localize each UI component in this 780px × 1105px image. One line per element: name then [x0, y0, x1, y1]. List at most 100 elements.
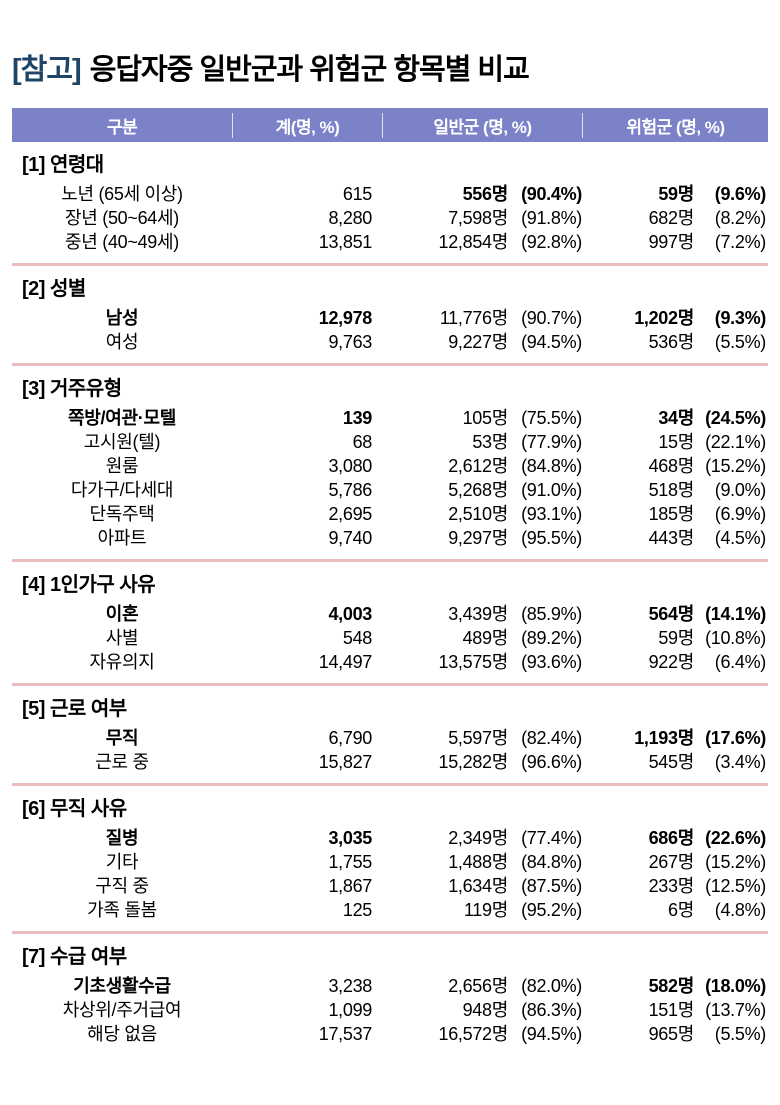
- risk-cell: 6명 (4.8%): [582, 898, 768, 922]
- header-cell-total: 계(명, %): [232, 112, 382, 138]
- risk-percent: (6.4%): [714, 652, 767, 672]
- row-label: 사별: [105, 628, 139, 648]
- risk-percent: (9.6%): [714, 184, 767, 204]
- general-percent: (93.6%): [521, 652, 582, 672]
- general-count: 11,776명: [439, 308, 508, 328]
- general-percent: (95.5%): [521, 528, 582, 548]
- total-cell: 2,695: [328, 504, 372, 524]
- table-row: 구직 중 1,867 1,634명 (87.5%) 233명 (12.5%): [12, 874, 768, 898]
- row-label: 쪽방/여관·모텔: [68, 408, 176, 428]
- general-count: 2,612명: [448, 456, 508, 476]
- general-percent: (95.2%): [521, 900, 582, 920]
- general-cell: 105명 (75.5%): [382, 406, 583, 430]
- risk-count: 545명: [648, 752, 695, 772]
- risk-cell: 582명 (18.0%): [582, 974, 768, 998]
- general-cell: 13,575명 (93.6%): [382, 650, 582, 674]
- total-cell: 5,786: [328, 480, 372, 500]
- risk-percent: (22.6%): [705, 828, 766, 848]
- general-percent: (77.4%): [521, 828, 582, 848]
- general-percent: (82.4%): [521, 728, 582, 748]
- risk-count: 922명: [648, 652, 695, 672]
- general-percent: (82.0%): [521, 976, 582, 996]
- total-cell: 12,978: [318, 308, 373, 328]
- table-row: 아파트 9,740 9,297명 (95.5%) 443명 (4.5%): [12, 526, 768, 550]
- risk-count: 59명: [658, 184, 694, 204]
- general-cell: 2,510명 (93.1%): [382, 502, 582, 526]
- risk-cell: 443명 (4.5%): [582, 526, 768, 550]
- general-count: 556명: [462, 184, 509, 204]
- general-count: 12,854명: [438, 232, 508, 252]
- table-row: 쪽방/여관·모텔 139 105명 (75.5%) 34명 (24.5%): [12, 406, 768, 430]
- risk-count: 34명: [658, 408, 694, 428]
- risk-cell: 1,193명 (17.6%): [582, 726, 768, 750]
- general-percent: (87.5%): [521, 876, 582, 896]
- total-cell: 17,537: [318, 1024, 373, 1044]
- general-percent: (84.8%): [521, 852, 582, 872]
- risk-percent: (10.8%): [705, 628, 766, 648]
- table-row: 고시원(텔) 68 53명 (77.9%) 15명 (22.1%): [12, 430, 768, 454]
- general-count: 5,268명: [448, 480, 508, 500]
- table-row: 이혼 4,003 3,439명 (85.9%) 564명 (14.1%): [12, 602, 768, 626]
- risk-percent: (7.2%): [714, 232, 767, 252]
- row-label: 근로 중: [95, 752, 149, 772]
- general-percent: (77.9%): [521, 432, 582, 452]
- row-label: 기초생활수급: [73, 976, 171, 996]
- general-percent: (91.8%): [521, 208, 582, 228]
- risk-percent: (4.8%): [714, 900, 767, 920]
- risk-percent: (4.5%): [714, 528, 767, 548]
- section-heading: [2] 성별: [22, 278, 86, 300]
- general-cell: 53명 (77.9%): [382, 430, 582, 454]
- risk-count: 151명: [648, 1000, 695, 1020]
- table-row: 다가구/다세대 5,786 5,268명 (91.0%) 518명 (9.0%): [12, 478, 768, 502]
- total-cell: 9,763: [328, 332, 372, 352]
- risk-percent: (22.1%): [705, 432, 766, 452]
- general-count: 3,439명: [448, 604, 508, 624]
- table-header: 구분 계(명, %) 일반군 (명, %) 위험군 (명, %): [12, 108, 768, 142]
- row-label: 원룸: [105, 456, 139, 476]
- section-heading: [5] 근로 여부: [22, 698, 127, 720]
- general-percent: (90.7%): [521, 308, 582, 328]
- row-label: 단독주택: [89, 504, 155, 524]
- total-cell: 6,790: [328, 728, 372, 748]
- row-label: 질병: [105, 828, 139, 848]
- general-count: 2,349명: [448, 828, 508, 848]
- risk-count: 518명: [648, 480, 695, 500]
- table-row: 자유의지 14,497 13,575명 (93.6%) 922명 (6.4%): [12, 650, 768, 674]
- total-cell: 8,280: [328, 208, 372, 228]
- general-cell: 2,612명 (84.8%): [382, 454, 582, 478]
- risk-count: 997명: [648, 232, 695, 252]
- row-label: 여성: [105, 332, 139, 352]
- risk-count: 59명: [658, 628, 694, 648]
- general-cell: 5,597명 (82.4%): [382, 726, 582, 750]
- total-cell: 1,867: [328, 876, 372, 896]
- table-row: 가족 돌봄 125 119명 (95.2%) 6명 (4.8%): [12, 898, 768, 922]
- table-row: 남성 12,978 11,776명 (90.7%) 1,202명 (9.3%): [12, 306, 768, 330]
- general-percent: (85.9%): [521, 604, 582, 624]
- risk-count: 185명: [648, 504, 695, 524]
- row-label: 장년 (50~64세): [65, 208, 179, 228]
- title-tag: [참고]: [12, 54, 82, 86]
- general-cell: 2,656명 (82.0%): [382, 974, 582, 998]
- general-cell: 11,776명 (90.7%): [382, 306, 582, 330]
- row-label: 다가구/다세대: [70, 480, 174, 500]
- risk-percent: (9.3%): [714, 308, 767, 328]
- row-label: 아파트: [97, 528, 147, 548]
- risk-cell: 233명 (12.5%): [582, 874, 768, 898]
- risk-cell: 185명 (6.9%): [582, 502, 768, 526]
- general-count: 119명: [463, 900, 508, 920]
- general-percent: (91.0%): [521, 480, 582, 500]
- risk-count: 682명: [648, 208, 695, 228]
- table-row: 단독주택 2,695 2,510명 (93.1%) 185명 (6.9%): [12, 502, 768, 526]
- total-cell: 68: [352, 432, 373, 452]
- general-count: 489명: [462, 628, 509, 648]
- general-percent: (96.6%): [521, 752, 582, 772]
- row-label: 차상위/주거급여: [62, 1000, 182, 1020]
- general-count: 1,634명: [448, 876, 508, 896]
- general-cell: 556명 (90.4%): [382, 182, 583, 206]
- general-count: 9,227명: [448, 332, 508, 352]
- page-title: [참고] 응답자중 일반군과 위험군 항목별 비교: [12, 46, 780, 88]
- general-cell: 489명 (89.2%): [382, 626, 583, 650]
- section-heading: [4] 1인가구 사유: [22, 574, 156, 596]
- table-row: 노년 (65세 이상) 615 556명 (90.4%) 59명 (9.6%): [12, 182, 768, 206]
- general-count: 5,597명: [448, 728, 508, 748]
